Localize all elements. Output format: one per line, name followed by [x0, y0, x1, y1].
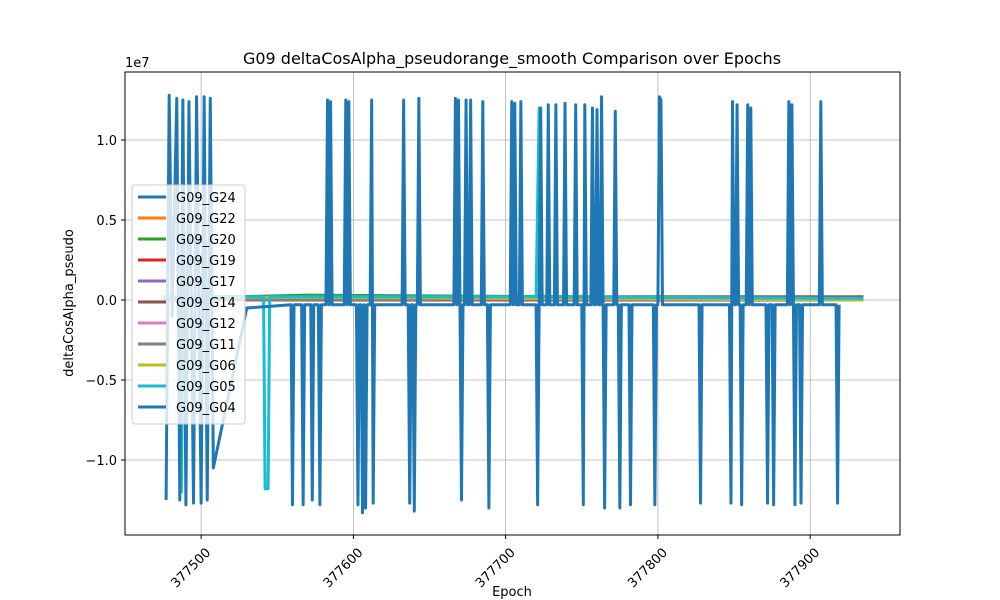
- legend-label: G09_G05: [176, 380, 236, 395]
- y-offset-label: 1e7: [125, 56, 150, 71]
- legend-label: G09_G06: [176, 359, 236, 374]
- legend-label: G09_G22: [176, 212, 236, 227]
- y-tick-label: 0.5: [96, 214, 117, 229]
- series-line: [164, 93, 841, 515]
- legend-label: G09_G17: [176, 275, 236, 290]
- legend-label: G09_G14: [176, 296, 236, 311]
- legend-label: G09_G11: [176, 338, 236, 353]
- x-tick-label: 377500: [168, 545, 214, 591]
- chart-title: G09 deltaCosAlpha_pseudorange_smooth Com…: [243, 49, 781, 69]
- y-axis-label: deltaCosAlpha_pseudo: [62, 229, 77, 377]
- y-tick-label: 1.0: [96, 134, 117, 149]
- legend-label: G09_G04: [176, 401, 236, 416]
- x-tick-label: 377900: [778, 545, 824, 591]
- legend-label: G09_G20: [176, 233, 236, 248]
- axes-frame: [124, 71, 901, 536]
- legend: G09_G24 G09_G22 G09_G20 G09_G19 G09_G17 G09_G…: [131, 184, 246, 425]
- plot-area: [163, 93, 864, 515]
- x-tick-label: 377600: [321, 545, 367, 591]
- y-tick-label: 0.0: [96, 294, 117, 309]
- x-tick-label: 377800: [625, 545, 671, 591]
- legend-label: G09_G19: [176, 254, 236, 269]
- x-axis-label: Epoch: [492, 585, 532, 600]
- y-tick-label: −1.0: [85, 454, 117, 469]
- legend-label: G09_G24: [176, 191, 236, 206]
- y-tick-label: −0.5: [85, 374, 117, 389]
- legend-label: G09_G12: [176, 317, 236, 332]
